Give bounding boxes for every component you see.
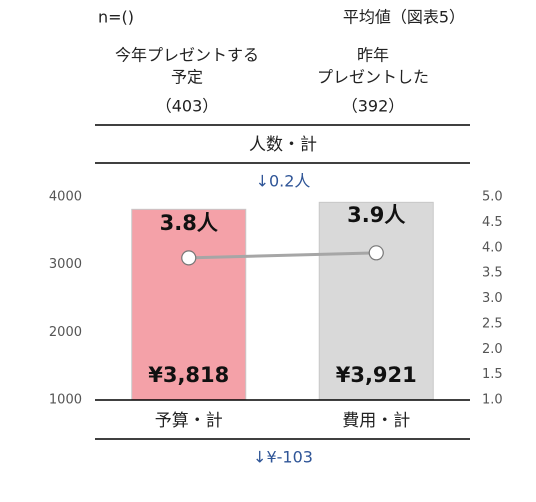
subtitle: 平均値（図表5） xyxy=(343,8,465,27)
y2-tick-label: 5.0 xyxy=(482,190,503,205)
column-header: 予定 xyxy=(171,68,203,87)
value-label: 3.9人 xyxy=(347,203,405,227)
y-tick-label: 3000 xyxy=(49,257,82,272)
y-tick-label: 2000 xyxy=(49,325,82,340)
bar xyxy=(318,201,434,401)
column-n: （403） xyxy=(156,97,219,116)
bar xyxy=(131,208,247,401)
cost-change: ↓¥-103 xyxy=(253,448,313,467)
note: n=() xyxy=(98,8,134,27)
point xyxy=(368,245,384,261)
x-tick-label: 費用・計 xyxy=(342,411,410,431)
y2-tick-label: 1.0 xyxy=(482,393,503,408)
y2-tick-label: 3.5 xyxy=(482,266,503,281)
y2-tick-label: 4.5 xyxy=(482,215,503,230)
value-label: ¥3,818 xyxy=(148,363,229,387)
y2-tick-label: 4.0 xyxy=(482,240,503,255)
value-label: 3.8人 xyxy=(160,211,218,235)
y2-tick-label: 1.5 xyxy=(482,367,503,382)
value-label: ¥3,921 xyxy=(336,363,417,387)
count-change: ↓0.2人 xyxy=(256,172,311,191)
y2-tick-label: 3.0 xyxy=(482,291,503,306)
point xyxy=(181,250,197,266)
column-header: 今年プレゼントする xyxy=(115,46,259,65)
column-header: 昨年 xyxy=(357,46,389,65)
column-n: （392） xyxy=(342,97,405,116)
x-tick-label: 予算・計 xyxy=(155,411,223,431)
chart-title: 人数・計 xyxy=(249,135,317,155)
line xyxy=(188,251,377,260)
y2-tick-label: 2.0 xyxy=(482,342,503,357)
y-tick-label: 4000 xyxy=(49,190,82,205)
y2-tick-label: 2.5 xyxy=(482,316,503,331)
column-header: プレゼントした xyxy=(317,68,429,87)
y-tick-label: 1000 xyxy=(49,393,82,408)
